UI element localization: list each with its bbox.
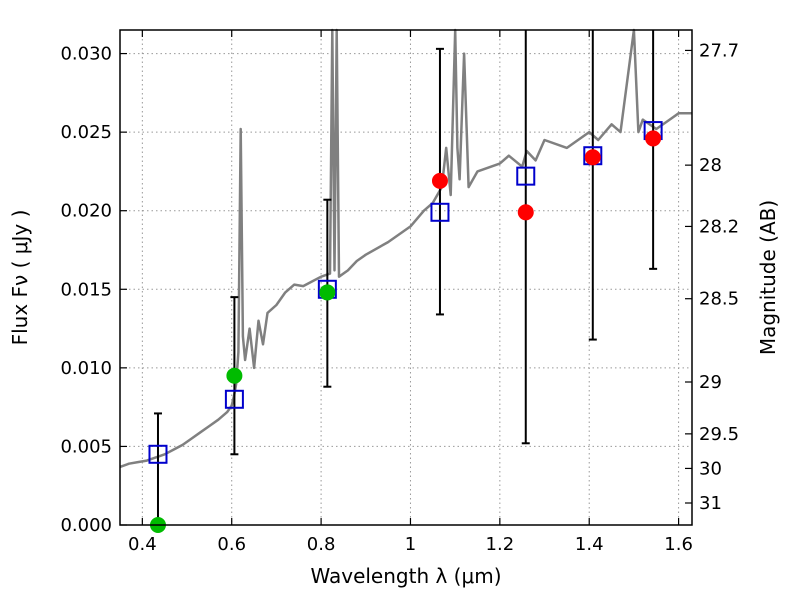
y-axis-label: Flux Fν ( μJy ) (8, 210, 32, 346)
error-bar (521, 30, 530, 445)
y-tick-label: 0.000 (60, 515, 112, 536)
y-tick-label: 0.015 (60, 279, 112, 300)
y2-axis-label: Magnitude (AB) (756, 200, 780, 355)
magnitude-tick-label: 27.7 (699, 40, 739, 61)
model-spectrum-line (119, 28, 692, 469)
y-tick-label: 0.025 (60, 122, 112, 143)
x-tick-label: 1.4 (575, 534, 604, 555)
plot-frame (119, 29, 693, 526)
x-tick-label: 1 (405, 534, 416, 555)
magnitude-tick-label: 28.2 (699, 216, 739, 237)
magnitude-tick-label: 30 (699, 458, 722, 479)
magnitude-tick-label: 28 (699, 155, 722, 176)
magnitude-tick-label: 28.5 (699, 289, 739, 310)
model-spectrum (119, 28, 692, 469)
error-bar (649, 30, 658, 270)
observed-flux-point-red (645, 130, 662, 147)
y-tick-label: 0.010 (60, 358, 112, 379)
x-tick-label: 0.4 (128, 534, 157, 555)
x-tick-label: 1.6 (664, 534, 693, 555)
y-tick-label: 0.005 (60, 436, 112, 457)
model-photometry-square (430, 202, 450, 222)
x-tick-label: 0.6 (217, 534, 246, 555)
observed-flux-point-green (226, 367, 243, 384)
observed-flux-point-red (584, 149, 601, 166)
magnitude-tick-label: 31 (699, 493, 722, 514)
x-tick-label: 0.8 (307, 534, 336, 555)
grid-lines (120, 30, 692, 526)
model-photometry-square (516, 166, 536, 186)
magnitude-tick-label: 29 (699, 372, 722, 393)
model-photometry-markers (148, 121, 663, 464)
observed-photometry-markers (149, 130, 662, 533)
observed-flux-point-green (319, 284, 336, 301)
error-bars (153, 30, 658, 525)
magnitude-tick-label: 29.5 (699, 424, 739, 445)
x-tick-label: 1.2 (486, 534, 515, 555)
model-photometry-square (148, 444, 168, 464)
observed-flux-point-red (431, 172, 448, 189)
y-tick-label: 0.030 (60, 44, 112, 65)
axis-ticks: 0.4 0.6 0.8 1 1.2 1.4 1.6 0.000 0.005 0.010 0.015 0… (60, 30, 739, 555)
model-photometry-square (224, 389, 244, 409)
x-axis-label: Wavelength λ (μm) (310, 564, 501, 588)
observed-flux-point-red (517, 204, 534, 221)
y-tick-label: 0.020 (60, 201, 112, 222)
error-bar (588, 30, 597, 341)
error-bar (153, 412, 162, 525)
